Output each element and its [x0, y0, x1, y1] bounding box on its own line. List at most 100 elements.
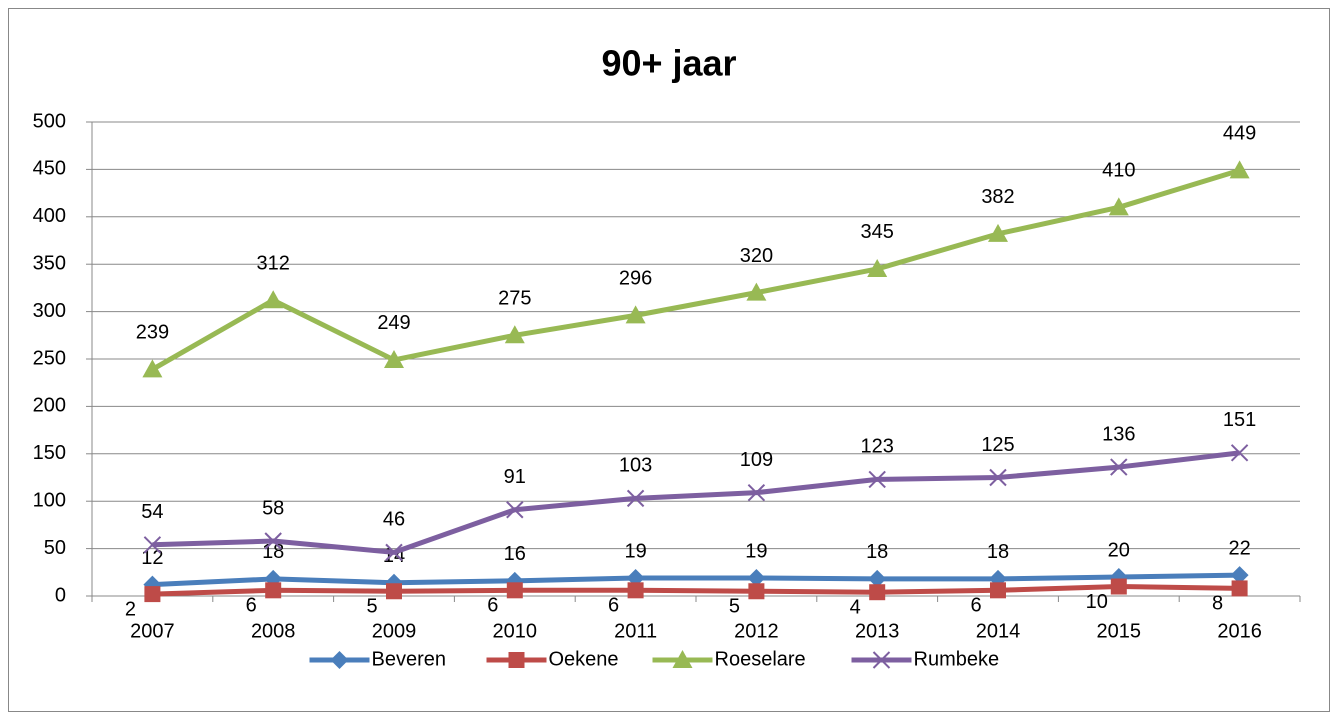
- data-label: 12: [141, 547, 163, 569]
- y-tick-label: 350: [33, 252, 66, 274]
- marker: [989, 468, 1007, 487]
- data-label: 320: [740, 245, 773, 267]
- x-tick-label: 2010: [493, 620, 538, 642]
- data-label: 8: [1212, 593, 1223, 615]
- data-label: 123: [861, 436, 894, 458]
- marker: [264, 532, 282, 550]
- data-label: 54: [141, 501, 163, 523]
- data-label: 18: [866, 541, 888, 563]
- data-label: 109: [740, 449, 773, 471]
- marker: [504, 325, 525, 344]
- legend-label: Roeselare: [715, 648, 806, 670]
- marker: [988, 223, 1008, 242]
- y-tick-label: 250: [33, 347, 66, 369]
- marker: [872, 651, 891, 669]
- marker: [867, 258, 888, 277]
- x-tick-label: 2008: [251, 620, 296, 642]
- marker: [868, 470, 886, 489]
- data-label: 6: [487, 595, 498, 617]
- marker: [1110, 578, 1127, 595]
- data-label: 449: [1223, 123, 1256, 145]
- marker: [263, 290, 284, 309]
- marker: [144, 586, 161, 603]
- data-label: 103: [619, 455, 652, 477]
- data-label: 4: [850, 596, 861, 618]
- marker: [868, 569, 887, 588]
- legend-label: Rumbeke: [914, 648, 1000, 670]
- data-label: 6: [246, 595, 257, 617]
- y-tick-label: 100: [33, 489, 66, 511]
- data-label: 18: [262, 541, 284, 563]
- data-label: 18: [987, 541, 1009, 563]
- marker: [747, 483, 766, 502]
- marker: [1229, 160, 1250, 179]
- data-label: 16: [504, 543, 526, 565]
- chart-border: [8, 8, 1330, 712]
- marker: [384, 349, 404, 368]
- series-line: [152, 572, 1240, 588]
- marker: [990, 582, 1006, 599]
- data-label: 275: [498, 288, 531, 310]
- legend-label: Beveren: [372, 648, 447, 670]
- marker: [506, 582, 523, 599]
- marker: [385, 543, 403, 562]
- y-tick-label: 300: [33, 300, 66, 322]
- y-tick-label: 500: [33, 110, 66, 132]
- data-label: 22: [1228, 537, 1250, 559]
- data-label: 5: [366, 596, 377, 618]
- data-label: 46: [383, 509, 405, 531]
- x-tick-label: 2015: [1097, 620, 1142, 642]
- data-label: 136: [1102, 423, 1135, 445]
- marker: [1108, 197, 1129, 216]
- x-tick-label: 2016: [1217, 620, 1262, 642]
- marker: [1230, 566, 1249, 585]
- data-label: 6: [608, 595, 619, 617]
- data-label: 345: [861, 221, 894, 243]
- data-label: 382: [981, 186, 1014, 208]
- legend-label: Oekene: [549, 648, 619, 670]
- marker: [386, 583, 402, 600]
- y-tick-label: 50: [44, 537, 66, 559]
- marker: [869, 584, 886, 601]
- series-line: [152, 450, 1240, 555]
- data-label: 2: [125, 598, 136, 620]
- marker: [142, 359, 163, 378]
- marker: [1230, 444, 1249, 462]
- data-label: 91: [504, 466, 526, 488]
- marker: [748, 583, 765, 600]
- x-tick-label: 2012: [734, 620, 779, 642]
- series-line: [152, 584, 1240, 597]
- data-label: 151: [1223, 409, 1256, 431]
- marker: [746, 282, 767, 301]
- marker: [143, 536, 162, 554]
- data-label: 10: [1086, 591, 1108, 613]
- data-label: 6: [970, 595, 981, 617]
- data-label: 410: [1102, 160, 1135, 182]
- marker: [265, 582, 282, 599]
- x-tick-label: 2011: [614, 620, 657, 642]
- marker: [330, 651, 349, 669]
- data-label: 20: [1108, 539, 1130, 561]
- marker: [1110, 458, 1128, 476]
- marker: [1231, 580, 1248, 597]
- x-tick-label: 2013: [855, 620, 900, 642]
- x-tick-label: 2009: [372, 620, 417, 642]
- data-label: 58: [262, 497, 284, 519]
- y-tick-label: 200: [33, 395, 66, 417]
- marker: [508, 652, 525, 668]
- marker: [506, 501, 524, 519]
- marker: [626, 489, 645, 508]
- x-tick-label: 2014: [976, 620, 1021, 642]
- marker: [625, 305, 646, 324]
- data-label: 296: [619, 268, 652, 290]
- marker: [627, 582, 644, 599]
- x-tick-label: 2007: [130, 620, 175, 642]
- data-label: 19: [624, 540, 646, 562]
- data-label: 19: [745, 540, 767, 562]
- marker: [747, 568, 766, 587]
- marker: [672, 650, 693, 668]
- data-label: 125: [981, 434, 1014, 456]
- data-label: 239: [136, 322, 169, 344]
- data-label: 5: [729, 596, 740, 618]
